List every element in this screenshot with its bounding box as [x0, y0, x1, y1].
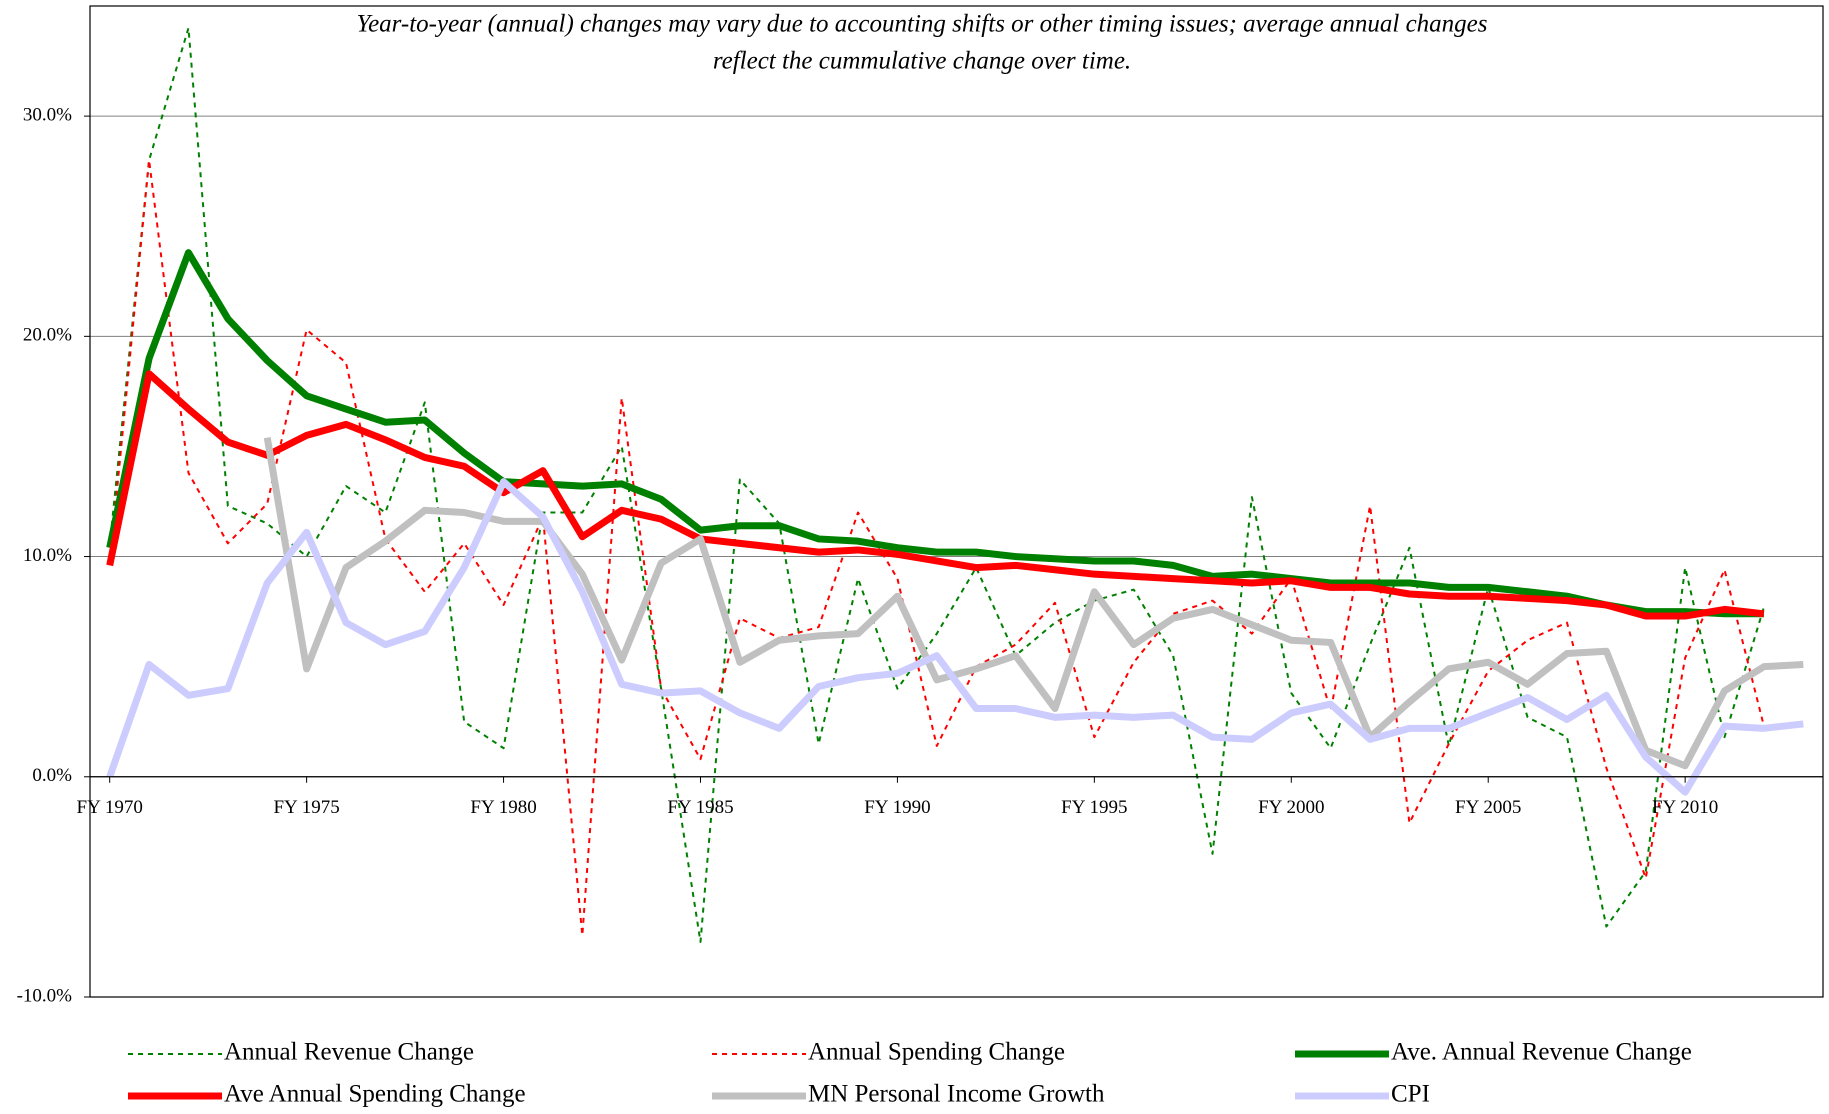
series-line	[106, 249, 1764, 618]
legend-label: Ave Annual Spending Change	[224, 1081, 526, 1108]
legend-label: CPI	[1391, 1081, 1430, 1108]
x-tick-label: FY 1995	[1061, 797, 1127, 818]
plot-frame	[89, 5, 1824, 998]
x-tick-label: FY 2000	[1258, 797, 1324, 818]
x-tick-label: FY 1980	[470, 797, 536, 818]
grid	[90, 115, 1823, 998]
x-tick-label: FY 1975	[273, 797, 339, 818]
plot-lines	[106, 27, 1804, 943]
annotation: Year-to-year (annual) changes may vary d…	[356, 11, 1487, 38]
axes: -10.0% 0.0% 10.0% 20.0% 30.0% FY 1970 FY 1975 F…	[17, 104, 1823, 1006]
y-tick-label: 10.0%	[23, 545, 72, 566]
x-tick-label: FY 2005	[1455, 797, 1521, 818]
x-tick-label: FY 2010	[1652, 797, 1718, 818]
legend-label: Annual Spending Change	[808, 1039, 1065, 1066]
series-line	[106, 370, 1765, 620]
y-tick-label: -10.0%	[17, 985, 73, 1006]
legend-label: Ave. Annual Revenue Change	[1391, 1039, 1692, 1066]
x-tick-label: FY 1990	[864, 797, 930, 818]
y-tick-label: 0.0%	[32, 765, 72, 786]
legend-label: Annual Revenue Change	[224, 1039, 474, 1066]
annotation: reflect the cummulative change over time…	[713, 48, 1131, 75]
x-tick-label: FY 1970	[77, 797, 143, 818]
x-tick-label: FY 1985	[667, 797, 733, 818]
legend: Annual Revenue Change Annual Spending Cha…	[128, 1039, 1692, 1108]
series-line	[263, 437, 1804, 770]
series-line	[106, 478, 1804, 796]
y-tick-label: 20.0%	[23, 325, 72, 346]
legend-label: MN Personal Income Growth	[808, 1081, 1105, 1108]
series-line	[108, 159, 1765, 937]
y-tick-label: 30.0%	[23, 104, 72, 125]
series-line	[108, 27, 1765, 943]
